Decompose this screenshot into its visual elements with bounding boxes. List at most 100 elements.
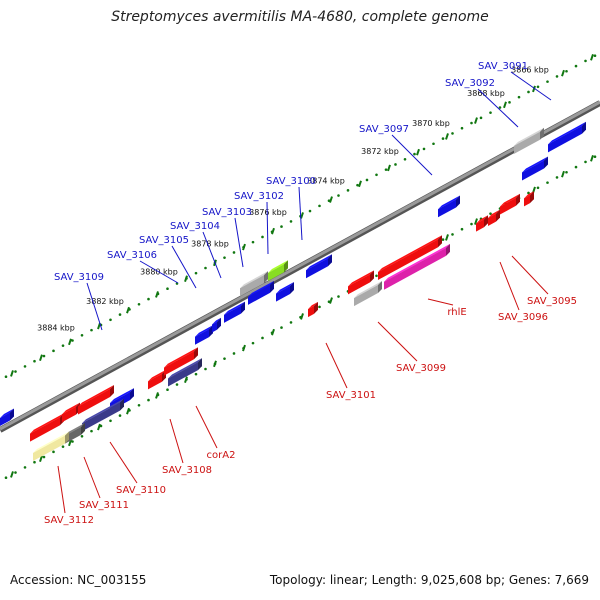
lower-tick-line-dot bbox=[584, 160, 587, 164]
lower-tick-line-dot bbox=[232, 352, 236, 355]
bottom-gene-leader-rhlE bbox=[427, 298, 454, 306]
lower-tick-line-dot bbox=[489, 212, 492, 215]
lower-gene-1-front bbox=[62, 406, 76, 423]
upper-tick-line-dot bbox=[80, 334, 84, 337]
upper-gene-3-side bbox=[241, 301, 245, 314]
lower-tick-line-dot bbox=[546, 181, 549, 184]
lower-tick-line-dot bbox=[318, 305, 321, 309]
upper-tick-line-dot bbox=[375, 173, 378, 177]
top-gene-leader-SAV_3100 bbox=[298, 186, 303, 241]
upper-tick-line-tick bbox=[271, 227, 275, 235]
lower-gene-10-front bbox=[378, 239, 438, 280]
lower-tick-line-dot bbox=[166, 388, 169, 392]
top-gene-label-SAV_3103: SAV_3103 bbox=[202, 207, 252, 218]
upper-tick-line-tick bbox=[39, 354, 43, 361]
upper-tick-line-dot bbox=[527, 90, 530, 94]
lower-tick-line-tick bbox=[39, 455, 43, 462]
lower-tick-line-dot bbox=[536, 186, 540, 190]
lower-gene-8 bbox=[33, 431, 69, 462]
lower-gene-1 bbox=[62, 402, 80, 423]
lower-gene-10 bbox=[378, 235, 442, 280]
upper-gene-6-front bbox=[306, 258, 328, 279]
lower-tick-line-dot bbox=[14, 471, 17, 474]
top-gene-label-SAV_3091: SAV_3091 bbox=[478, 61, 528, 72]
lower-gene-8-front bbox=[33, 435, 65, 462]
upper-tick-line-dot bbox=[261, 235, 264, 239]
upper-tick-line-dot bbox=[52, 349, 55, 353]
upper-gene-5 bbox=[276, 281, 294, 302]
bottom-gene-label-SAV_3112: SAV_3112 bbox=[44, 515, 94, 526]
lower-tick-line-tick bbox=[271, 328, 275, 336]
upper-tick-line-tick bbox=[242, 243, 246, 251]
genome-line bbox=[0, 100, 600, 431]
upper-tick-line-dot bbox=[451, 132, 454, 135]
lower-gene-14-front bbox=[488, 213, 496, 227]
lower-gene-9-side bbox=[370, 270, 374, 283]
upper-gene-8-front bbox=[522, 160, 544, 181]
lower-tick-line-dot bbox=[289, 321, 293, 324]
upper-tick-line-tick bbox=[416, 148, 420, 156]
lower-gene-5-front bbox=[168, 362, 198, 387]
upper-gene-6 bbox=[306, 254, 332, 279]
upper-tick-line-tick bbox=[68, 338, 72, 346]
top-gene-leader-SAV_3103 bbox=[234, 217, 244, 268]
lower-gene-10-top bbox=[378, 235, 442, 272]
lower-gene-6 bbox=[82, 398, 124, 432]
upper-gene-5-top bbox=[276, 281, 294, 294]
lower-gene-5 bbox=[168, 358, 202, 387]
lower-tick-line-dot bbox=[175, 383, 179, 386]
upper-tick-line-dot bbox=[147, 297, 150, 301]
lower-gene-12-top bbox=[354, 280, 382, 299]
lower-gene-12-side bbox=[378, 280, 382, 293]
upper-tick-line-dot bbox=[251, 240, 255, 244]
lower-gene-9-top bbox=[348, 270, 374, 287]
lower-gene-16-front bbox=[524, 195, 530, 207]
lower-tick-line-dot bbox=[470, 222, 473, 226]
lower-tick-line-tick bbox=[213, 360, 217, 368]
upper-gene-3 bbox=[224, 301, 245, 323]
upper-gene-2 bbox=[212, 317, 221, 333]
upper-gene-1 bbox=[195, 325, 213, 345]
upper-tick-line-tick bbox=[329, 196, 333, 203]
bottom-gene-leader-corA2 bbox=[195, 405, 218, 449]
upper-gene-13-top bbox=[0, 408, 14, 418]
upper-gene-9-front bbox=[548, 125, 582, 153]
upper-tick-line-dot bbox=[413, 152, 416, 156]
lower-tick-line-dot bbox=[565, 170, 568, 174]
bottom-gene-leader-SAV_3101 bbox=[325, 342, 348, 389]
lower-tick-line-dot bbox=[109, 419, 112, 423]
lower-tick-line-dot bbox=[251, 341, 255, 345]
upper-tick-line-dot bbox=[584, 59, 587, 63]
lower-tick-line-tick bbox=[561, 170, 565, 178]
lower-gene-7-top bbox=[65, 422, 85, 436]
upper-tick-line-dot bbox=[337, 194, 340, 197]
upper-tick-line-dot bbox=[555, 75, 559, 78]
genome-title: Streptomyces avermitilis MA-4680, comple… bbox=[111, 9, 489, 25]
kbp-tick-label: 3866 kbp bbox=[511, 65, 549, 74]
lower-gene-3-front bbox=[148, 373, 162, 390]
lower-tick-line-dot bbox=[441, 238, 445, 241]
upper-gene-7 bbox=[438, 195, 460, 218]
lower-gene-11-top bbox=[384, 243, 450, 282]
bottom-gene-label-corA2: corA2 bbox=[207, 450, 236, 461]
upper-gene-11-top bbox=[268, 260, 288, 273]
upper-gene-3-front bbox=[224, 305, 241, 323]
upper-gene-9 bbox=[548, 121, 586, 153]
lower-tick-line-dot bbox=[42, 455, 46, 459]
upper-tick-line-dot bbox=[204, 266, 207, 270]
lower-gene-15-side bbox=[516, 193, 520, 206]
lower-tick-line-dot bbox=[71, 440, 74, 443]
lower-tick-line-tick bbox=[590, 155, 594, 162]
lower-tick-line-dot bbox=[375, 274, 378, 278]
lower-gene-15-top bbox=[500, 193, 520, 207]
lower-gene-8-side bbox=[65, 431, 69, 444]
upper-tick-line-dot bbox=[517, 95, 521, 99]
lower-tick-line-dot bbox=[23, 466, 27, 469]
lower-gene-4-side bbox=[194, 347, 198, 360]
upper-gene-11-side bbox=[284, 260, 288, 273]
upper-tick-line-dot bbox=[403, 157, 407, 161]
lower-tick-line-tick bbox=[184, 376, 188, 383]
lower-tick-line-tick bbox=[97, 423, 101, 431]
lower-gene-9-front bbox=[348, 274, 370, 295]
upper-tick-line-dot bbox=[61, 344, 65, 347]
